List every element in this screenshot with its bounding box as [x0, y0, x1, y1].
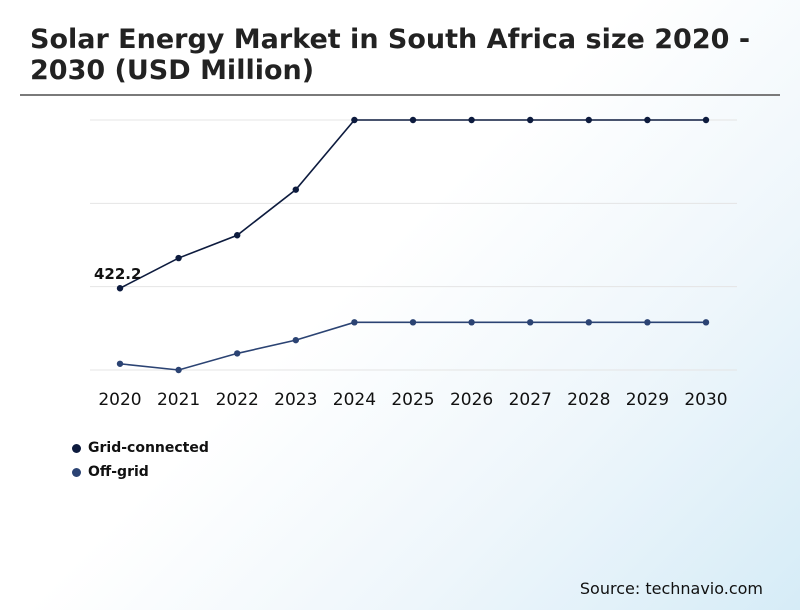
data-point-grid-connected [644, 116, 651, 124]
x-tick-label: 2020 [98, 390, 141, 410]
x-tick-label: 2024 [333, 390, 376, 410]
data-point-off-grid [468, 319, 475, 326]
data-point-grid-connected [175, 254, 182, 262]
x-tick-label: 2022 [216, 390, 259, 410]
data-point-off-grid [292, 336, 299, 344]
legend-item-grid-connected: Grid-connected [72, 436, 209, 460]
source-credit: Source: technavio.com [579, 579, 763, 598]
series-line-grid-connected [119, 119, 706, 289]
data-point-off-grid [234, 350, 241, 357]
x-tick-label: 2021 [157, 390, 200, 410]
data-point-grid-connected [351, 116, 358, 124]
x-tick-label: 2025 [391, 390, 434, 410]
series-line-off-grid [119, 321, 706, 371]
title-divider [20, 94, 780, 96]
data-point-off-grid [585, 319, 592, 326]
data-point-off-grid [527, 319, 534, 326]
data-point-off-grid [702, 319, 710, 326]
data-point-off-grid [644, 319, 651, 326]
data-point-grid-connected [527, 116, 534, 124]
data-point-off-grid [116, 360, 124, 367]
legend-marker-off-grid [72, 467, 81, 477]
x-tick-label: 2026 [450, 390, 493, 410]
x-tick-label: 2029 [626, 390, 669, 410]
data-point-grid-connected [234, 232, 241, 239]
x-tick-label: 2030 [684, 390, 727, 410]
data-point-off-grid [351, 319, 358, 326]
legend-marker-grid-connected [72, 443, 81, 453]
data-point-grid-connected [702, 116, 710, 124]
data-point-grid-connected [116, 285, 124, 292]
data-point-off-grid [409, 319, 417, 326]
data-label: 422.2 [94, 265, 141, 283]
chart-legend: Grid-connected Off-grid [72, 436, 209, 484]
legend-item-off-grid: Off-grid [72, 460, 209, 484]
legend-label-off-grid: Off-grid [88, 464, 149, 480]
data-point-grid-connected [468, 116, 475, 124]
x-tick-label: 2023 [274, 390, 317, 410]
data-point-off-grid [175, 366, 182, 374]
legend-label-grid-connected: Grid-connected [88, 440, 209, 456]
chart-title: Solar Energy Market in South Africa size… [30, 24, 751, 86]
x-tick-label: 2027 [509, 390, 552, 410]
x-tick-label: 2028 [567, 390, 610, 410]
data-point-grid-connected [292, 186, 299, 193]
data-point-grid-connected [585, 116, 592, 124]
data-point-grid-connected [409, 116, 417, 124]
